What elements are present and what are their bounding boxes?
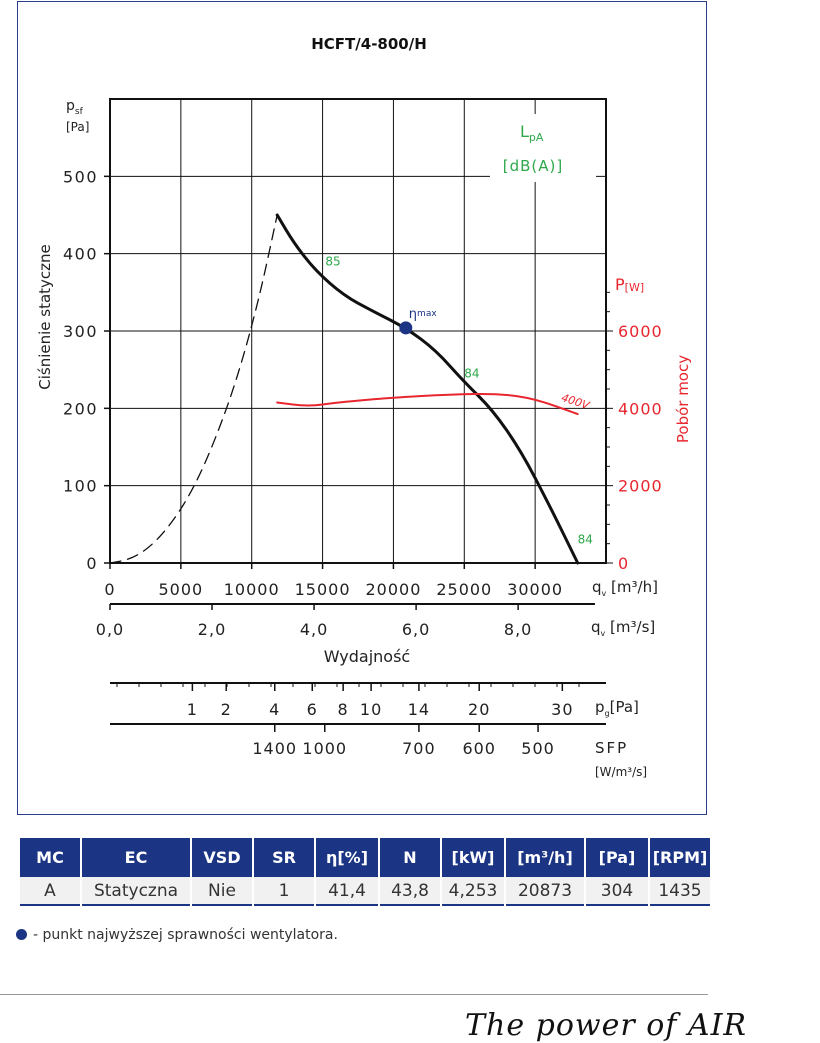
legend-text: - punkt najwyższej sprawności wentylator…	[33, 927, 338, 943]
right-tick-label: 4000	[618, 399, 663, 418]
table-cell: 1435	[650, 877, 710, 906]
right-tick-label: 2000	[618, 477, 663, 496]
sound-level-label: 84	[578, 533, 593, 547]
pressure-curve	[275, 213, 580, 565]
table-header-cell: EC	[82, 838, 190, 877]
x2-tick-label: 2,0	[198, 620, 226, 639]
right-tick-label: 0	[618, 554, 629, 573]
pg-tick-label: 4	[269, 700, 280, 719]
table-header-cell: MC	[20, 838, 80, 877]
table-header-cell: [m³/h]	[506, 838, 584, 877]
tagline: The power of AIR	[465, 1008, 748, 1043]
right-axis-label: Pobór mocy	[674, 355, 692, 443]
y-tick-label: 0	[86, 554, 98, 573]
table-cell: 41,4	[316, 877, 378, 906]
sfp-unit: [W/m³/s]	[595, 765, 647, 779]
x-tick-label: 15000	[295, 580, 351, 599]
power-unit: P[W]	[615, 275, 644, 294]
x-tick-label: 25000	[436, 580, 492, 599]
table-cell: 304	[586, 877, 648, 906]
pg-tick-label: 6	[307, 700, 318, 719]
x-unit-h: qv [m³/h]	[592, 578, 658, 598]
table-cell: Statyczna	[82, 877, 190, 906]
sound-level-label: 84	[464, 366, 479, 380]
y-tick-label: 100	[63, 477, 98, 496]
legend: - punkt najwyższej sprawności wentylator…	[16, 927, 338, 943]
pg-unit: pg[Pa]	[595, 698, 639, 718]
pg-tick-label: 8	[338, 700, 349, 719]
y-tick-label: 300	[63, 322, 98, 341]
y-unit: [Pa]	[66, 120, 89, 134]
table-header-cell: SR	[254, 838, 314, 877]
table-header-cell: [Pa]	[586, 838, 648, 877]
table-cell: Nie	[192, 877, 252, 906]
pg-tick-label: 30	[551, 700, 573, 719]
stall-curve	[109, 214, 278, 564]
x2-tick-label: 6,0	[402, 620, 430, 639]
table-header-cell: N	[380, 838, 440, 877]
pg-tick-label: 14	[408, 700, 430, 719]
x-tick-label: 10000	[224, 580, 280, 599]
sfp-tick-label: 700	[402, 739, 436, 758]
efficiency-point	[399, 321, 413, 335]
power-curve	[276, 392, 579, 416]
sfp-tick-label: 600	[462, 739, 496, 758]
table-header-cell: η[%]	[316, 838, 378, 877]
x-tick-label: 5000	[158, 580, 203, 599]
y-axis-label: Ciśnienie statyczne	[36, 244, 54, 390]
sfp-tick-label: 1000	[302, 739, 347, 758]
pg-tick-label: 10	[360, 700, 382, 719]
sound-level-unit: [dB(A)]	[503, 157, 563, 175]
table-header-cell: [RPM]	[650, 838, 710, 877]
table-row: A Statyczna Nie 1 41,4 43,8 4,253 20873 304 1435	[20, 877, 710, 906]
table-cell: 1	[254, 877, 314, 906]
table-cell: 20873	[506, 877, 584, 906]
x-unit-s: qv [m³/s]	[591, 618, 655, 638]
chart-title: HCFT/4-800/H	[311, 35, 427, 53]
y-unit-symbol: psf	[66, 98, 84, 117]
x2-tick-label: 0,0	[96, 620, 124, 639]
chart-frame: LpA [dB(A)] HCFT/4-800/H 0 100 200 300 400 500 ps…	[17, 1, 707, 815]
y-tick-label: 500	[63, 167, 98, 186]
y-tick-label: 400	[63, 245, 98, 264]
table-header-row: MC EC VSD SR η[%] N [kW] [m³/h] [Pa] [RPM]	[20, 838, 710, 877]
table-header-cell: [kW]	[442, 838, 504, 877]
table-cell: 43,8	[380, 877, 440, 906]
efficiency-point-icon	[16, 929, 27, 940]
table-header-cell: VSD	[192, 838, 252, 877]
table-cell: A	[20, 877, 80, 906]
sound-level-label: 85	[325, 254, 340, 268]
sound-label-box	[490, 114, 596, 182]
spec-table: MC EC VSD SR η[%] N [kW] [m³/h] [Pa] [RPM] A Staty…	[18, 838, 712, 906]
y-tick-label: 200	[63, 399, 98, 418]
x-axis-label: Wydajność	[324, 647, 410, 666]
efficiency-point-label: ηmax	[409, 307, 438, 322]
right-tick-label: 6000	[618, 322, 663, 341]
pg-tick-label: 20	[468, 700, 490, 719]
sound-level-symbol: LpA	[520, 122, 544, 144]
x-tick-label: 20000	[365, 580, 421, 599]
fan-curve-chart: LpA[dB(A)]HCFT/4-800/H0100200300400500ps…	[36, 35, 692, 779]
pg-tick-label: 1	[187, 700, 198, 719]
x-tick-label: 0	[104, 580, 115, 599]
x2-tick-label: 4,0	[300, 620, 328, 639]
x2-tick-label: 8,0	[504, 620, 532, 639]
sfp-label: SFP	[595, 739, 628, 757]
pg-tick-label: 2	[221, 700, 232, 719]
sfp-tick-label: 500	[521, 739, 555, 758]
divider	[0, 994, 708, 995]
table-cell: 4,253	[442, 877, 504, 906]
sfp-tick-label: 1400	[252, 739, 297, 758]
x-tick-label: 30000	[507, 580, 563, 599]
